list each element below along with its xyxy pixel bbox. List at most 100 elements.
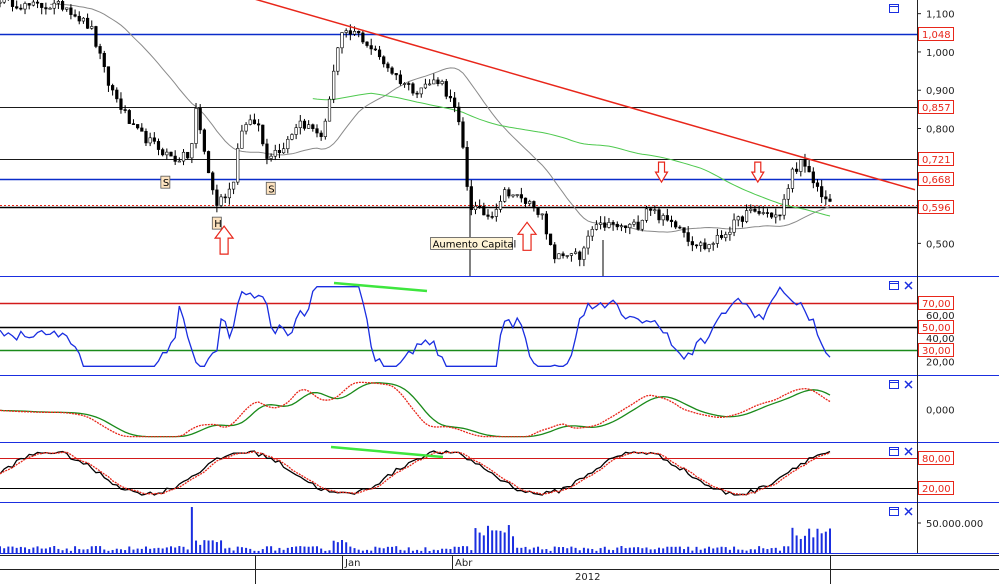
macd-panel: 0,000	[0, 381, 955, 438]
candle-body	[302, 120, 307, 129]
volume-bar	[628, 547, 631, 553]
rsi-level-tag	[918, 343, 954, 357]
moving-average-short-line	[50, 3, 831, 233]
candle-body	[815, 182, 820, 187]
candle-body	[327, 98, 332, 122]
volume-bar	[457, 546, 460, 553]
volume-bar	[303, 546, 306, 553]
volume-bar	[783, 546, 786, 553]
candle-body	[269, 155, 273, 159]
volume-bar	[666, 546, 669, 553]
rsi-level-tag	[918, 320, 954, 334]
candle-body	[102, 52, 106, 67]
candle-body	[699, 242, 703, 246]
candle-body	[31, 1, 35, 6]
candle-body	[448, 96, 453, 99]
volume-bar	[803, 535, 806, 553]
volume-bar	[478, 532, 481, 553]
volume-bar	[345, 542, 348, 553]
price-tick-label: 0,900	[926, 86, 955, 97]
volume-bar	[32, 547, 35, 553]
candle-body	[803, 159, 807, 167]
volume-bar	[812, 537, 815, 553]
volume-bar	[607, 549, 610, 553]
candle-body	[744, 210, 749, 222]
rsi-level-label: 50,00	[922, 323, 951, 334]
candle-body	[298, 120, 302, 129]
volume-bar	[315, 546, 318, 553]
volume-bar	[378, 547, 381, 553]
price-tick-label: 0,500	[926, 239, 955, 250]
candle-body	[619, 225, 624, 228]
annotation-label: H	[214, 219, 222, 230]
volume-bar	[391, 546, 394, 553]
candle-body	[490, 216, 494, 218]
annotation-label: S	[163, 178, 169, 189]
volume-bar	[482, 535, 485, 553]
volume-bar	[532, 547, 535, 553]
close-icon-stroke	[904, 281, 913, 290]
candle-body	[603, 222, 607, 228]
arrow-down-icon	[750, 161, 765, 184]
volume-bar	[240, 547, 243, 553]
volume-bar	[349, 546, 352, 553]
volume-bar	[461, 546, 464, 553]
candle-body	[181, 151, 186, 162]
volume-bar	[557, 547, 560, 553]
volume-bar	[774, 547, 777, 553]
candle-body	[69, 7, 73, 15]
volume-bar	[140, 548, 143, 553]
arrow-up-icon	[516, 221, 538, 251]
volume-bar	[282, 549, 285, 553]
candle-body	[211, 172, 215, 191]
volume-bar	[90, 546, 93, 553]
volume-bar	[466, 546, 469, 553]
volume-bar	[816, 528, 819, 553]
volume-bar	[274, 550, 277, 553]
volume-bar	[474, 528, 477, 553]
candle-body	[90, 26, 94, 29]
candle-body	[594, 224, 599, 230]
volume-bar	[678, 546, 681, 553]
volume-bar	[186, 549, 189, 553]
volume-bar	[799, 538, 802, 553]
candle-body	[511, 194, 515, 197]
volume-bar	[199, 544, 202, 553]
volume-bar	[278, 547, 281, 553]
volume-bar	[545, 549, 548, 553]
volume-bar	[86, 549, 89, 553]
volume-bar	[516, 547, 519, 553]
candle-body	[482, 206, 486, 216]
candle-body	[419, 87, 423, 95]
volume-bar	[324, 550, 327, 553]
candle-body	[73, 14, 77, 17]
annotation-label: Aumento Capital	[433, 239, 517, 250]
volume-bar	[470, 550, 473, 553]
price-panel: 1,048 0,857 0,721 0,668 0,596 1,100 1,000 0,900…	[0, 0, 955, 276]
volume-bar	[203, 540, 206, 553]
candle-body	[60, 1, 65, 10]
candle-body	[227, 188, 231, 199]
volume-bar	[578, 550, 581, 553]
candle-body	[27, 3, 31, 6]
volume-bar	[528, 549, 531, 553]
close-icon	[904, 380, 913, 389]
candle-body	[340, 32, 344, 49]
volume-bar	[728, 549, 731, 553]
candle-body	[728, 231, 732, 235]
candle-body	[44, 7, 48, 10]
candle-body	[636, 221, 640, 230]
candle-body	[294, 127, 298, 135]
macd-signal-line	[0, 382, 831, 438]
volume-bar	[157, 547, 160, 553]
candle-body	[390, 67, 394, 74]
candle-body	[19, 7, 23, 10]
level-tag-label: 0,668	[922, 175, 951, 186]
volume-bar	[445, 548, 448, 553]
candle-body	[352, 31, 357, 35]
volume-bar	[395, 546, 398, 553]
volume-bar	[637, 547, 640, 553]
candle-body	[206, 151, 211, 174]
candle-body	[394, 73, 398, 76]
volume-bar	[366, 549, 369, 553]
